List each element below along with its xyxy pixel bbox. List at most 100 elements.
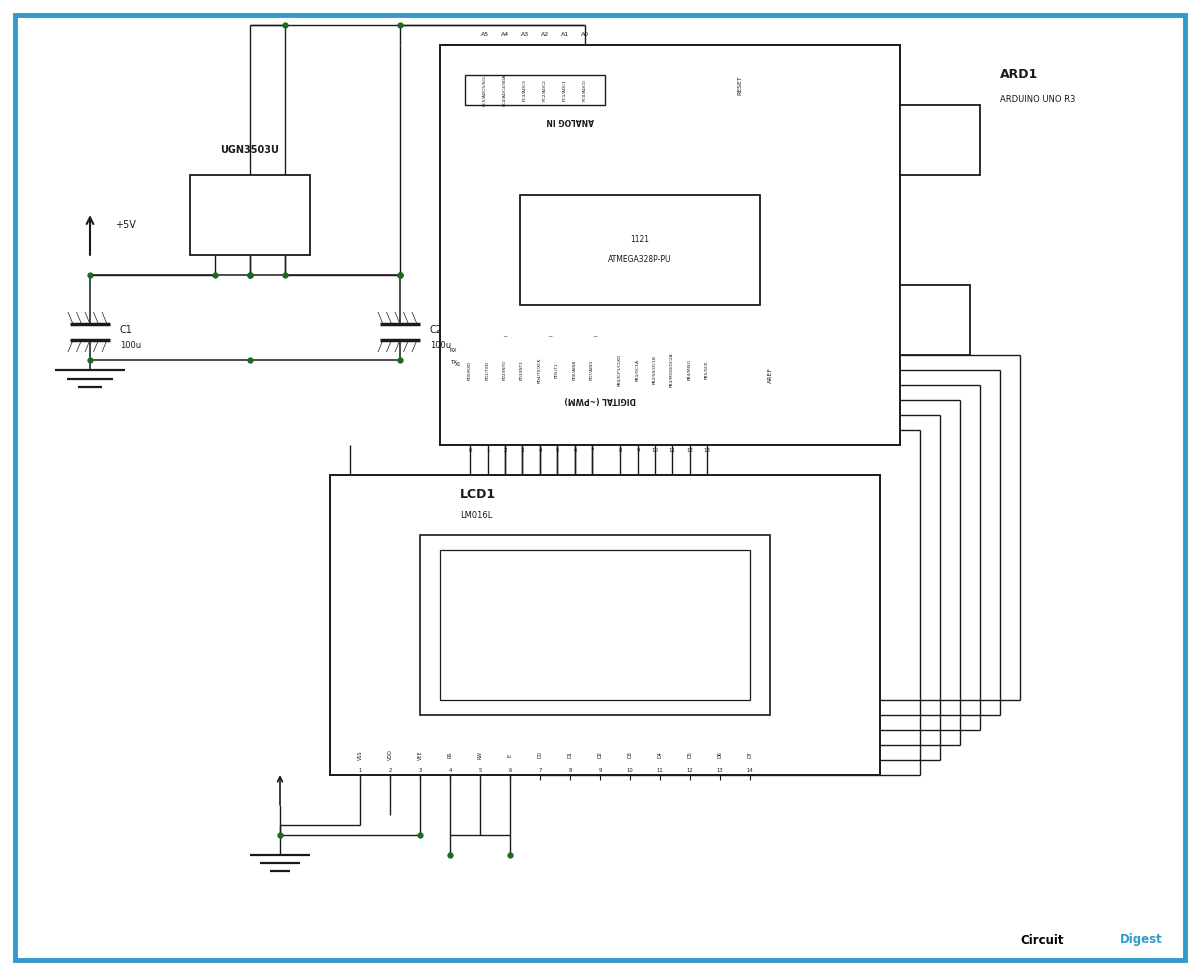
Text: PC1/ADC1: PC1/ADC1 xyxy=(563,79,568,101)
Text: D4: D4 xyxy=(658,752,662,759)
Text: 1: 1 xyxy=(359,767,361,772)
Text: PB3/MOSI/OC2A: PB3/MOSI/OC2A xyxy=(670,353,674,387)
Bar xyxy=(420,535,770,715)
Text: LCD1: LCD1 xyxy=(460,488,496,501)
Text: 13: 13 xyxy=(703,448,710,452)
Text: 3: 3 xyxy=(419,767,421,772)
Text: 8: 8 xyxy=(618,448,622,452)
Text: PB2/SS/OC1B: PB2/SS/OC1B xyxy=(653,356,658,384)
Text: 8: 8 xyxy=(569,767,571,772)
Bar xyxy=(440,550,750,700)
Text: PC5/ADC5/SCL: PC5/ADC5/SCL xyxy=(482,74,487,106)
Text: 9: 9 xyxy=(599,767,601,772)
Text: PD1/TXD: PD1/TXD xyxy=(486,361,490,379)
Text: 14: 14 xyxy=(746,767,754,772)
Bar xyxy=(520,195,760,305)
Text: RESET: RESET xyxy=(738,75,743,95)
Text: ARD1: ARD1 xyxy=(1000,68,1038,82)
Bar xyxy=(900,105,980,175)
Text: PB0/ICP1/CLKO: PB0/ICP1/CLKO xyxy=(618,354,622,386)
Text: D7: D7 xyxy=(748,752,752,759)
Text: 100u: 100u xyxy=(120,340,142,349)
Text: Digest: Digest xyxy=(1120,933,1163,947)
Text: A0: A0 xyxy=(581,32,589,37)
Text: 6: 6 xyxy=(509,767,511,772)
Text: 12: 12 xyxy=(686,767,694,772)
Text: 3: 3 xyxy=(521,448,523,452)
Text: PC0/ADC0: PC0/ADC0 xyxy=(583,79,587,101)
Text: ~: ~ xyxy=(593,334,598,339)
Bar xyxy=(190,175,310,255)
Text: 0: 0 xyxy=(468,448,472,452)
Text: A5: A5 xyxy=(481,32,490,37)
Text: A2: A2 xyxy=(541,32,550,37)
Text: 4: 4 xyxy=(539,448,541,452)
Text: PD6/AIN0: PD6/AIN0 xyxy=(574,360,577,380)
Text: D6: D6 xyxy=(718,752,722,759)
Text: UGN3503U: UGN3503U xyxy=(221,145,280,155)
Text: PB4/MISO: PB4/MISO xyxy=(688,360,692,380)
Text: 9: 9 xyxy=(636,448,640,452)
Text: PC3/ADC3: PC3/ADC3 xyxy=(523,79,527,101)
Text: E: E xyxy=(508,754,512,757)
Text: PD0/RXD: PD0/RXD xyxy=(468,361,472,379)
Text: A3: A3 xyxy=(521,32,529,37)
Text: ATMEGA328P-PU: ATMEGA328P-PU xyxy=(608,255,672,264)
Text: C2: C2 xyxy=(430,325,443,335)
Text: +5V: +5V xyxy=(115,220,136,230)
Text: PC4/ADC4/SDA: PC4/ADC4/SDA xyxy=(503,74,508,106)
Text: 2: 2 xyxy=(503,448,506,452)
Text: PD2/INT0: PD2/INT0 xyxy=(503,360,508,380)
Text: AREF: AREF xyxy=(768,367,773,383)
Text: PD4/T0/XCK: PD4/T0/XCK xyxy=(538,357,542,382)
Text: PC2/ADC2: PC2/ADC2 xyxy=(542,79,547,101)
Text: 1: 1 xyxy=(486,448,490,452)
Text: PD7/AIN1: PD7/AIN1 xyxy=(590,360,594,380)
Text: 13: 13 xyxy=(716,767,724,772)
Text: PB1/OC1A: PB1/OC1A xyxy=(636,359,640,381)
Text: VDD: VDD xyxy=(388,750,392,760)
Bar xyxy=(330,475,880,775)
Bar xyxy=(440,45,900,445)
Text: DIGITAL (~PWM): DIGITAL (~PWM) xyxy=(564,396,636,405)
Text: 1121: 1121 xyxy=(630,236,649,245)
Text: 6: 6 xyxy=(574,448,577,452)
Bar xyxy=(900,285,970,355)
Text: D3: D3 xyxy=(628,752,632,759)
Text: PD3/INT1: PD3/INT1 xyxy=(520,360,524,380)
Text: D2: D2 xyxy=(598,752,602,759)
Text: 4: 4 xyxy=(449,767,451,772)
Text: A1: A1 xyxy=(560,32,569,37)
Text: PB5/SCK: PB5/SCK xyxy=(706,361,709,379)
Text: 10: 10 xyxy=(652,448,659,452)
Text: A4: A4 xyxy=(500,32,509,37)
Text: 11: 11 xyxy=(656,767,664,772)
Text: 100u: 100u xyxy=(430,340,451,349)
Text: ARDUINO UNO R3: ARDUINO UNO R3 xyxy=(1000,96,1075,104)
Text: D0: D0 xyxy=(538,752,542,759)
Text: 11: 11 xyxy=(668,448,676,452)
Text: X1: X1 xyxy=(455,363,462,368)
Text: ANALOG IN: ANALOG IN xyxy=(546,115,594,125)
Text: Circuit: Circuit xyxy=(1020,933,1063,947)
Text: 2: 2 xyxy=(389,767,391,772)
Text: LM016L: LM016L xyxy=(460,511,492,520)
Text: 5: 5 xyxy=(556,448,559,452)
Text: RX: RX xyxy=(450,347,457,353)
Text: ~: ~ xyxy=(503,334,508,339)
Text: RS: RS xyxy=(448,752,452,759)
Text: 7: 7 xyxy=(590,448,594,452)
Text: C1: C1 xyxy=(120,325,133,335)
Text: D5: D5 xyxy=(688,752,692,759)
Text: D1: D1 xyxy=(568,752,572,759)
Text: PD5/T1: PD5/T1 xyxy=(554,362,559,377)
Text: 5: 5 xyxy=(479,767,481,772)
Text: VEE: VEE xyxy=(418,750,422,760)
Text: TX: TX xyxy=(450,361,457,366)
Bar xyxy=(466,75,605,105)
Text: 10: 10 xyxy=(626,767,634,772)
Text: 7: 7 xyxy=(539,767,541,772)
Text: RW: RW xyxy=(478,751,482,759)
Text: ~: ~ xyxy=(547,334,553,339)
Text: VSS: VSS xyxy=(358,750,362,760)
